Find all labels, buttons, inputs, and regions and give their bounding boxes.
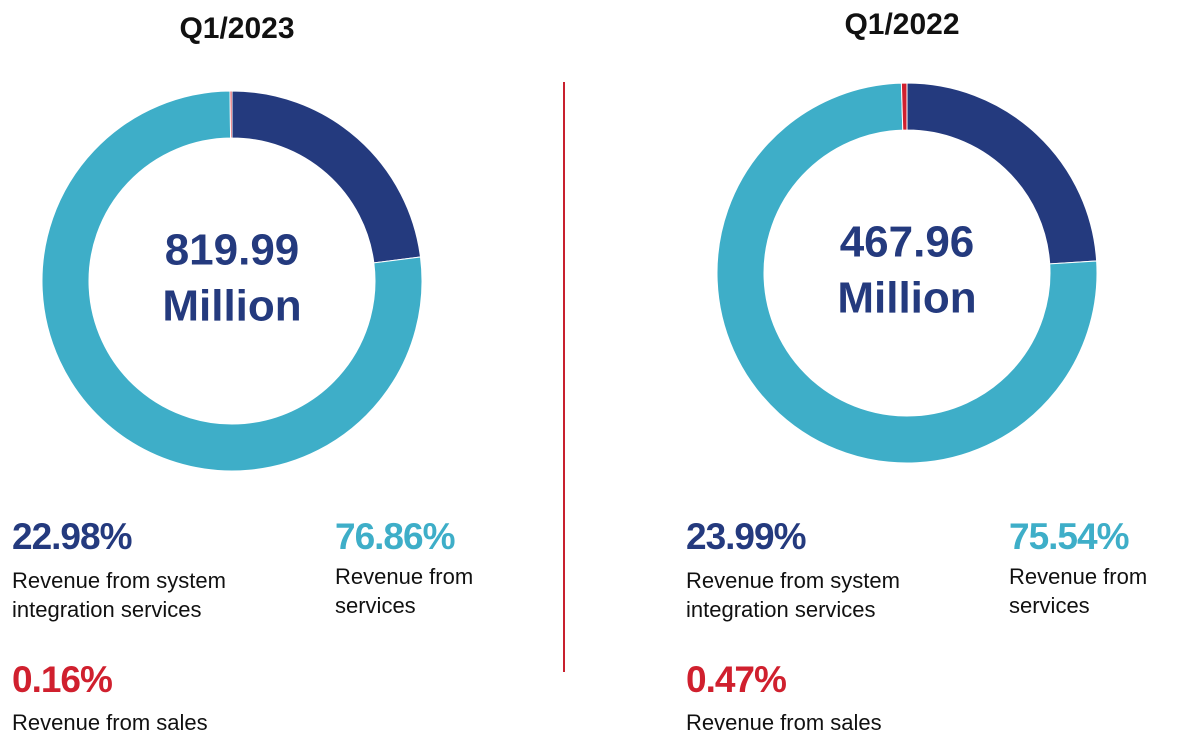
donut-slice <box>716 82 1098 464</box>
donut-slice <box>229 90 233 139</box>
category-label: Revenue from services <box>335 564 474 618</box>
chart-title: Q1/2023 <box>179 12 294 45</box>
value-label: 0.16% <box>12 659 113 700</box>
chart-title: Q1/2022 <box>844 8 959 41</box>
category-label: Revenue from services <box>1009 564 1148 618</box>
value-label: 22.98% <box>12 516 132 557</box>
donut-slice <box>900 82 908 131</box>
value-label: 76.86% <box>335 516 455 557</box>
category-label: Revenue from sales <box>686 710 882 735</box>
value-label: 0.47% <box>686 659 787 700</box>
category-label: Revenue from system integration services <box>686 568 900 622</box>
donut-slice <box>41 90 423 472</box>
center-value: 819.99 <box>165 226 300 275</box>
center-unit: Million <box>162 282 301 331</box>
value-label: 23.99% <box>686 516 806 557</box>
category-label: Revenue from system integration services <box>12 568 226 622</box>
center-value: 467.96 <box>840 218 975 267</box>
value-label: 75.54% <box>1009 516 1129 557</box>
center-unit: Million <box>837 274 976 323</box>
category-label: Revenue from sales <box>12 710 208 735</box>
